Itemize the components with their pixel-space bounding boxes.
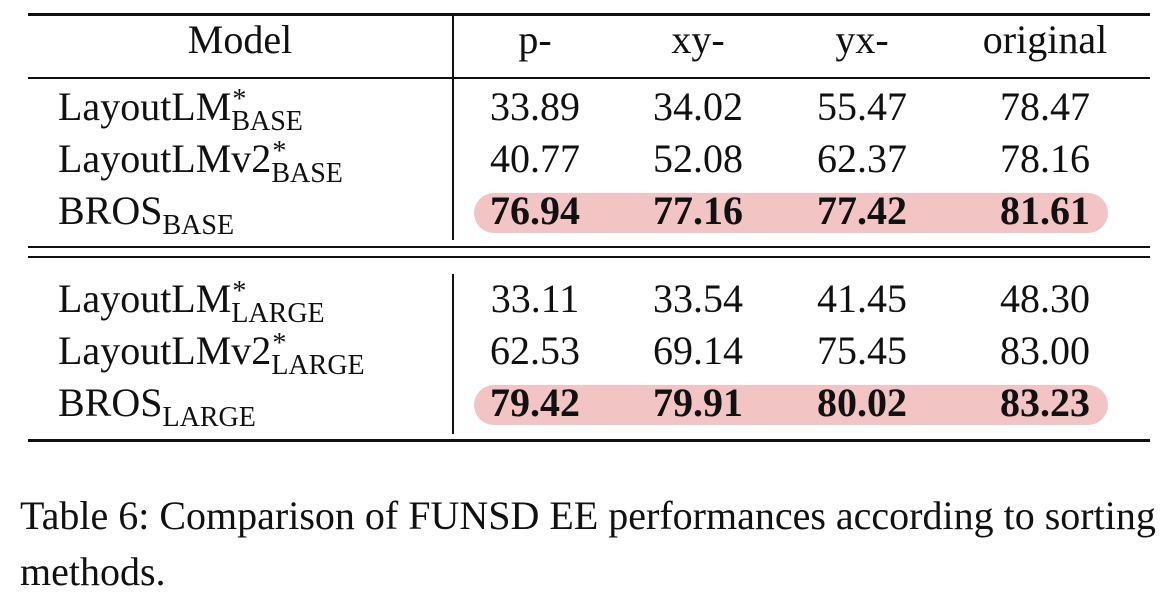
value-cell: 69.14 [653,328,743,373]
superscript: * [272,136,287,167]
value-cell: 79.42 [490,380,580,425]
model-name: LayoutLMv2 * LARGE [58,328,365,380]
model-scripts: BASE [163,212,235,240]
highlight [474,385,1108,425]
value-cell: 81.61 [1000,188,1090,233]
value-cell: 78.47 [1000,84,1090,129]
model-base: BROS [58,188,163,233]
model-name: LayoutLM * LARGE [58,276,325,328]
model-scripts: * LARGE [231,278,325,329]
model-scripts: LARGE [163,404,256,432]
superscript: * [232,276,247,307]
top-rule [28,13,1150,16]
model-scripts: * BASE [231,86,303,137]
subscript: LARGE [271,350,365,381]
value-cell: 83.23 [1000,380,1090,425]
subscript: BASE [231,106,303,137]
model-name: LayoutLM * BASE [58,84,303,136]
value-cell: 33.54 [653,276,743,321]
value-cell: 55.47 [817,84,907,129]
header-cell: Model [187,17,293,62]
value-cell: 77.42 [817,188,907,233]
value-cell: 79.91 [653,380,743,425]
model-scripts: * LARGE [271,330,365,381]
highlight [474,193,1108,233]
header-cell: p- [518,17,552,62]
value-cell: 80.02 [817,380,907,425]
model-base: LayoutLM [58,276,232,321]
value-cell: 75.45 [817,328,907,373]
header-rule [28,77,1150,79]
model-base: BROS [58,380,163,425]
value-cell: 41.45 [817,276,907,321]
value-cell: 33.89 [490,84,580,129]
model-name: BROSBASE [58,188,234,240]
column-divider [452,274,454,434]
model-base: LayoutLM [58,84,232,129]
header-cell: yx- [835,17,889,62]
value-cell: 62.53 [490,328,580,373]
subscript: LARGE [162,402,256,433]
header-cell: original [982,17,1108,62]
column-divider [452,16,454,240]
value-cell: 83.00 [1000,328,1090,373]
model-name: LayoutLMv2 * BASE [58,136,343,188]
value-cell: 48.30 [1000,276,1090,321]
subscript: BASE [271,158,343,189]
value-cell: 33.11 [490,276,580,321]
superscript: * [272,328,287,359]
model-name: BROSLARGE [58,380,256,432]
value-cell: 77.16 [653,188,743,233]
header-cell: xy- [671,17,725,62]
value-cell: 40.77 [490,136,580,181]
value-cell: 78.16 [1000,136,1090,181]
superscript: * [232,84,247,115]
subscript: BASE [162,210,235,241]
model-base: LayoutLMv2 [58,136,272,181]
mid-rule [28,256,1150,258]
value-cell: 52.08 [653,136,743,181]
value-cell: 62.37 [817,136,907,181]
value-cell: 34.02 [653,84,743,129]
mid-rule [28,246,1150,248]
bottom-rule [28,439,1150,442]
subscript: LARGE [231,298,325,329]
model-base: LayoutLMv2 [58,328,272,373]
caption: Table 6: Comparison of FUNSD EE performa… [20,493,1156,594]
model-scripts: * BASE [271,138,343,189]
value-cell: 76.94 [490,188,580,233]
